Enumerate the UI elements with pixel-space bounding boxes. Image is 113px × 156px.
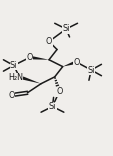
Text: O: O	[56, 87, 62, 96]
Text: O: O	[73, 58, 79, 67]
Text: O: O	[26, 53, 33, 62]
Polygon shape	[29, 56, 49, 60]
Polygon shape	[62, 60, 76, 67]
Text: O: O	[45, 37, 52, 46]
Text: Si: Si	[62, 24, 69, 34]
Text: Si: Si	[10, 61, 17, 70]
Text: O: O	[8, 91, 14, 100]
Polygon shape	[22, 76, 41, 84]
Text: H₂N: H₂N	[8, 73, 23, 83]
Text: Si: Si	[87, 66, 94, 75]
Text: Si: Si	[48, 102, 56, 111]
